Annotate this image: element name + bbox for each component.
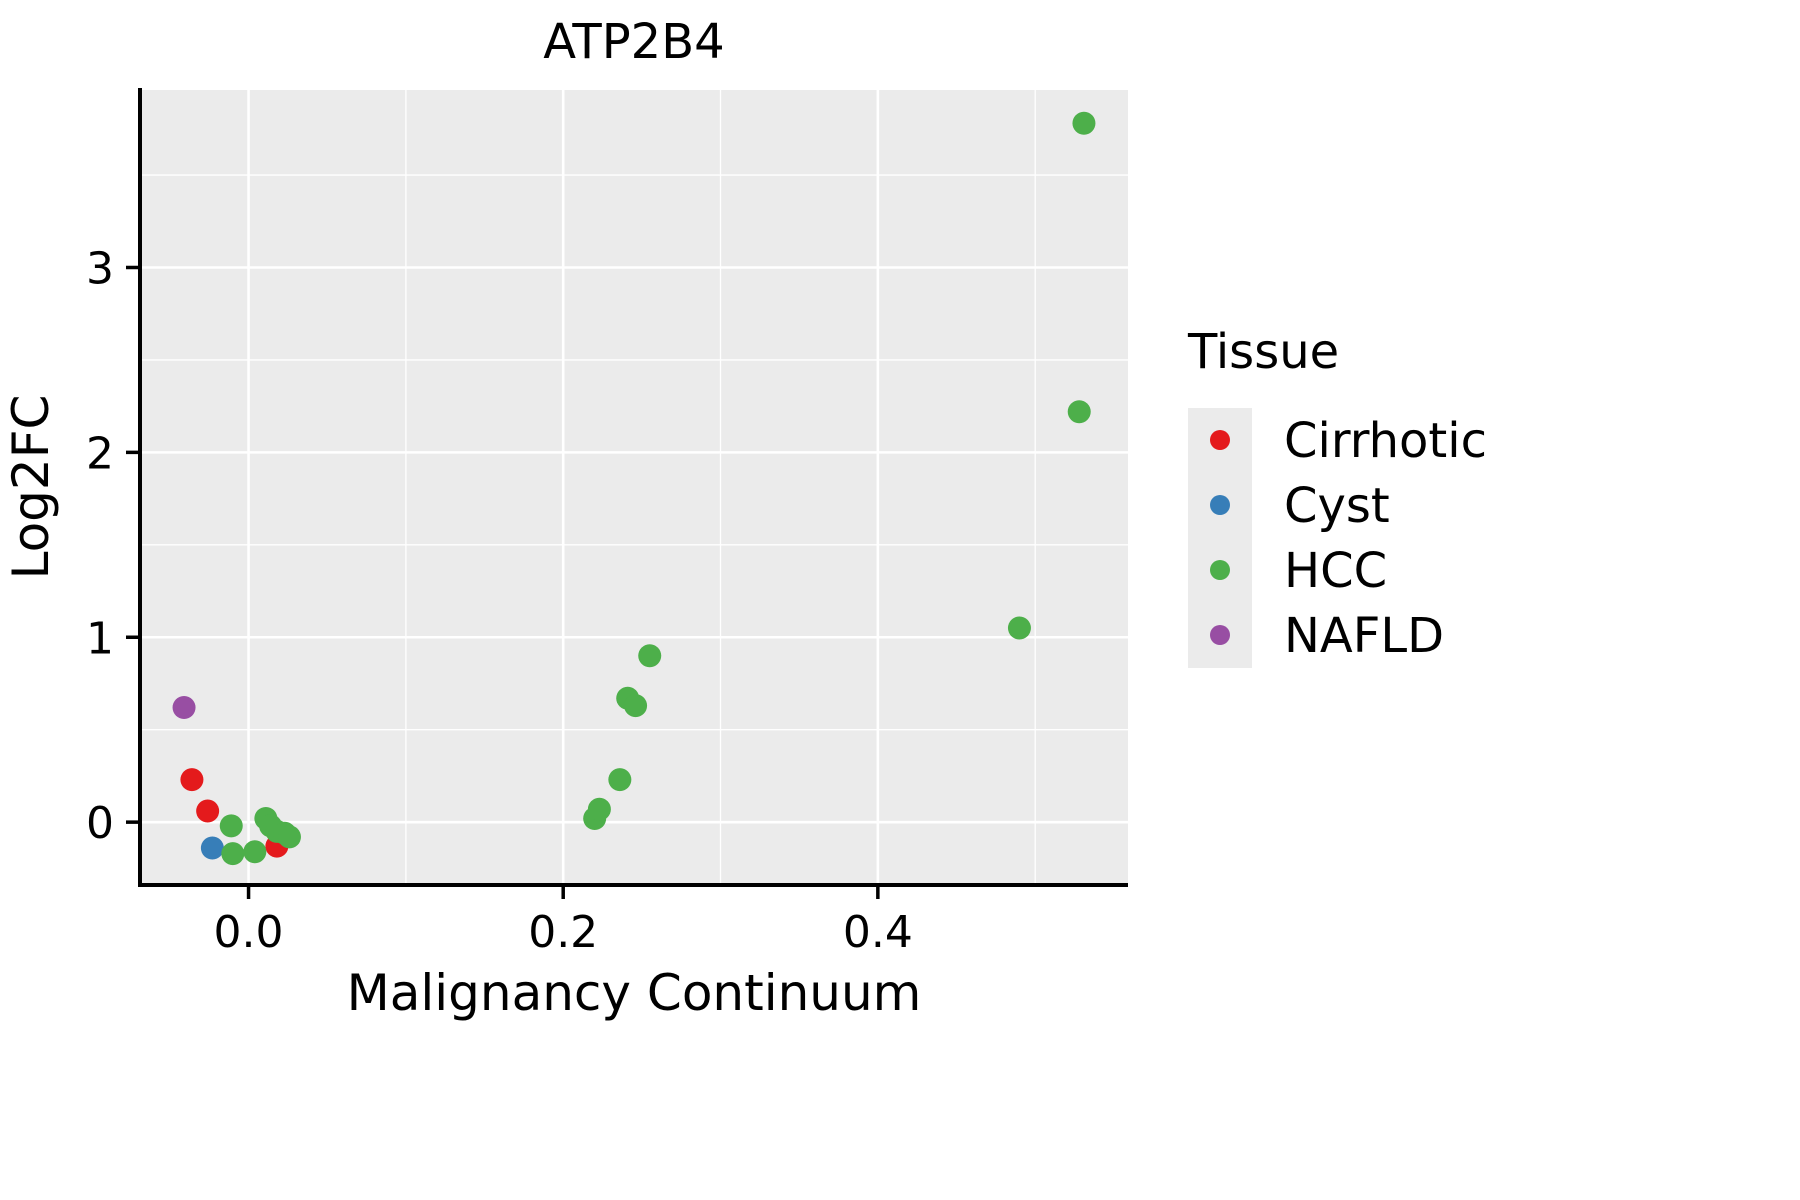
y-tick-label: 1 — [86, 613, 114, 664]
data-point-hcc — [219, 814, 243, 838]
axes-layer — [126, 88, 1128, 899]
legend-title: Tissue — [1187, 324, 1339, 380]
data-point-hcc — [587, 797, 611, 821]
data-point-hcc — [624, 694, 648, 718]
legend-label-nafld: NAFLD — [1284, 608, 1444, 664]
y-tick-label: 3 — [86, 243, 114, 294]
x-axis-label: Malignancy Continuum — [347, 964, 922, 1022]
legend-dot-hcc — [1210, 560, 1230, 580]
data-point-hcc — [1072, 111, 1096, 135]
plot-panel — [140, 90, 1128, 885]
data-point-hcc — [277, 825, 301, 849]
data-point-hcc — [221, 842, 245, 866]
legend-item-cyst: Cyst — [1188, 473, 1390, 538]
legend-dot-nafld — [1210, 625, 1230, 645]
x-tick-label: 0.2 — [528, 907, 598, 958]
points-layer — [172, 111, 1096, 866]
y-axis-label: Log2FC — [2, 395, 60, 580]
data-point-hcc — [638, 644, 662, 668]
y-tick-label: 2 — [86, 428, 114, 479]
data-point-hcc — [608, 768, 632, 792]
legend-item-cirrhotic: Cirrhotic — [1188, 408, 1487, 473]
chart-title: ATP2B4 — [543, 14, 724, 70]
legend-label-cirrhotic: Cirrhotic — [1284, 413, 1487, 469]
x-tick-label: 0.4 — [843, 907, 913, 958]
gridlines-layer — [140, 90, 1128, 885]
legend-dot-cyst — [1210, 495, 1230, 515]
x-tick-label: 0.0 — [214, 907, 284, 958]
legend-item-nafld: NAFLD — [1188, 603, 1444, 668]
legend-label-hcc: HCC — [1284, 543, 1387, 599]
legend-dot-cirrhotic — [1210, 430, 1230, 450]
legend: Tissue Cirrhotic Cyst HCC — [1187, 324, 1487, 668]
data-point-hcc — [243, 840, 267, 864]
data-point-hcc — [1007, 616, 1031, 640]
data-point-cyst — [200, 836, 224, 860]
data-point-cirrhotic — [196, 799, 220, 823]
data-point-hcc — [1067, 400, 1091, 424]
tick-labels-layer: 0.0 0.2 0.4 0 1 2 3 — [86, 243, 913, 958]
y-tick-label: 0 — [86, 798, 114, 849]
data-point-cirrhotic — [180, 768, 204, 792]
legend-label-cyst: Cyst — [1284, 478, 1390, 534]
data-point-nafld — [172, 696, 196, 720]
legend-item-hcc: HCC — [1188, 538, 1387, 603]
